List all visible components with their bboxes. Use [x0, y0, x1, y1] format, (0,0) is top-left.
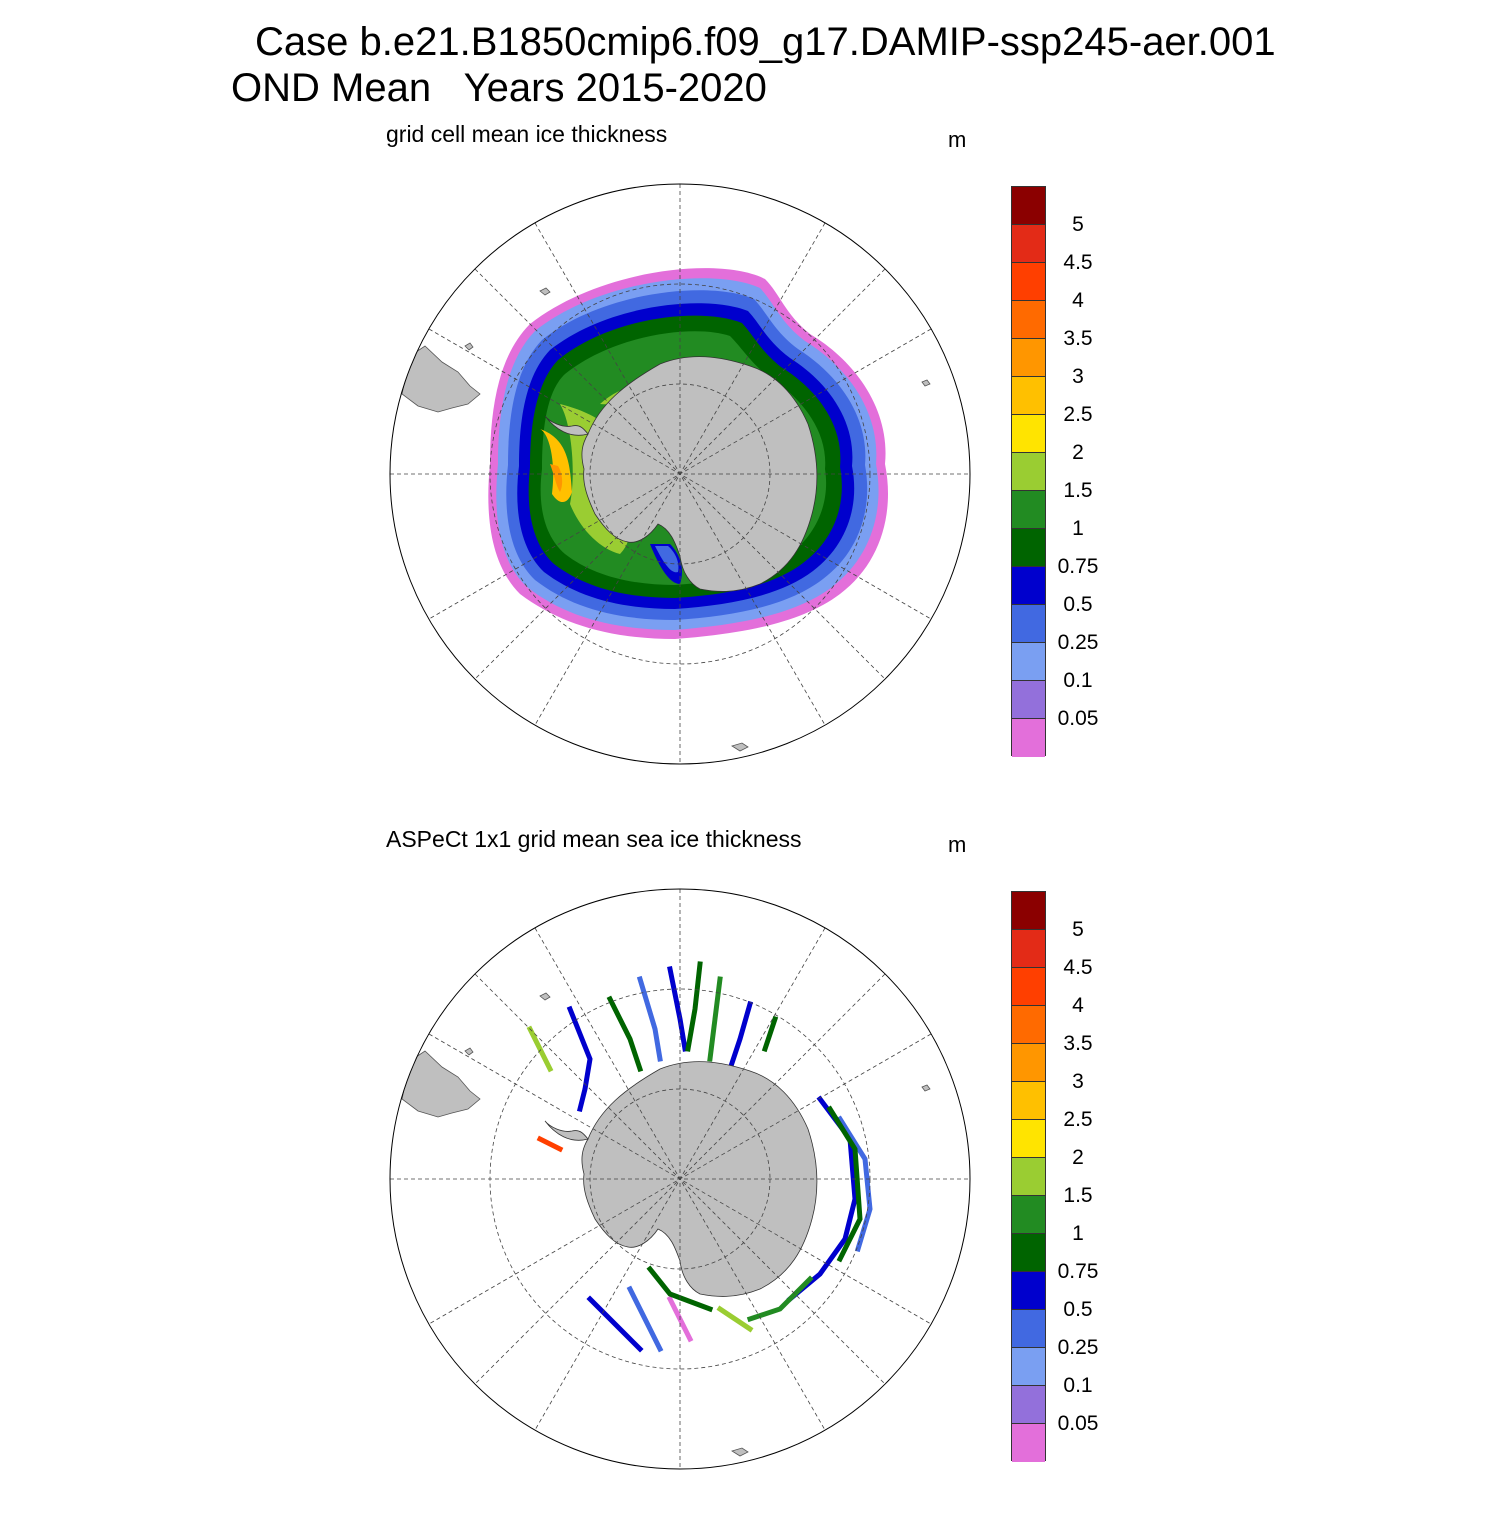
colorbar-box	[1012, 1006, 1045, 1044]
colorbar-box	[1012, 892, 1045, 930]
island	[464, 342, 474, 351]
colorbar-box	[1012, 1082, 1045, 1120]
colorbar-label: 1	[1072, 1222, 1084, 1245]
colorbar-box	[1012, 1386, 1045, 1424]
colorbar-box	[1012, 1120, 1045, 1158]
panel-title: ASPeCt 1x1 grid mean sea ice thickness	[386, 826, 802, 852]
unit-label: m	[948, 832, 967, 857]
map-boundary	[389, 888, 971, 1470]
observed-thickness-panel: ASPeCt 1x1 grid mean sea ice thickness m	[0, 815, 1500, 1520]
south-america-landmass	[401, 1050, 481, 1118]
colorbar-label: 0.1	[1063, 669, 1093, 692]
colorbar-label: 0.05	[1057, 707, 1099, 730]
colorbar-box	[1012, 1234, 1045, 1272]
colorbar-label: 4	[1072, 994, 1084, 1017]
colorbar-label: 3.5	[1063, 1032, 1093, 1055]
colorbar-box	[1012, 567, 1045, 605]
colorbar-box	[1012, 187, 1045, 225]
colorbar-label: 3	[1072, 365, 1084, 388]
colorbar-label: 2.5	[1063, 1108, 1093, 1131]
colorbar-label: 0.75	[1057, 555, 1099, 578]
colorbar-box	[1012, 339, 1045, 377]
colorbar-label: 4.5	[1063, 251, 1093, 274]
colorbar-label: 2	[1072, 1146, 1084, 1169]
colorbar-label: 1.5	[1063, 1184, 1093, 1207]
colorbar-label: 0.25	[1057, 1336, 1099, 1359]
colorbar-label: 0.1	[1063, 1374, 1093, 1397]
colorbar-label: 0.25	[1057, 631, 1099, 654]
map-boundary	[389, 183, 971, 765]
figure-title-line-2: OND Mean Years 2015-2020	[231, 66, 767, 110]
colorbar-label: 3.5	[1063, 327, 1093, 350]
island	[731, 1447, 749, 1457]
colorbar-label: 0.05	[1057, 1412, 1099, 1435]
colorbar-label: 5	[1072, 213, 1084, 236]
island	[539, 992, 551, 1001]
colorbar-label: 1	[1072, 517, 1084, 540]
colorbar-box	[1012, 453, 1045, 491]
colorbar-box	[1012, 491, 1045, 529]
colorbar-label: 2	[1072, 441, 1084, 464]
colorbar-box	[1012, 529, 1045, 567]
colorbar-label: 0.5	[1063, 1298, 1093, 1321]
colorbar-box	[1012, 1424, 1045, 1462]
graticule	[390, 889, 970, 1469]
island	[539, 287, 551, 296]
antarctic-peninsula	[544, 415, 589, 436]
graticule	[390, 184, 970, 764]
colorbar-box	[1012, 643, 1045, 681]
colorbar-label: 0.5	[1063, 593, 1093, 616]
colorbar-box	[1012, 1158, 1045, 1196]
colorbar-label: 3	[1072, 1070, 1084, 1093]
colorbar-label: 4.5	[1063, 956, 1093, 979]
colorbar-box	[1012, 1348, 1045, 1386]
colorbar-box	[1012, 1310, 1045, 1348]
colorbar	[1011, 186, 1046, 757]
colorbar-label: 0.75	[1057, 1260, 1099, 1283]
colorbar-box	[1012, 1196, 1045, 1234]
unit-label: m	[948, 127, 967, 152]
colorbar-box	[1012, 263, 1045, 301]
colorbar-box	[1012, 681, 1045, 719]
colorbar-box	[1012, 225, 1045, 263]
island	[731, 742, 749, 752]
colorbar-box	[1012, 1272, 1045, 1310]
colorbar-box	[1012, 930, 1045, 968]
polar-stereographic-map	[389, 183, 971, 765]
colorbar-labels: 5 4.5 4 3.5 3 2.5 2 1.5 1 0.75 0.5 0.25 0.1 0.05	[1048, 891, 1108, 1461]
colorbar-label: 2.5	[1063, 403, 1093, 426]
island	[921, 379, 931, 387]
model-thickness-panel: grid cell mean ice thickness m	[0, 110, 1500, 815]
polar-stereographic-map	[389, 888, 971, 1470]
colorbar-box	[1012, 377, 1045, 415]
colorbar-box	[1012, 605, 1045, 643]
island	[464, 1047, 474, 1056]
colorbar-box	[1012, 719, 1045, 757]
colorbar-box	[1012, 301, 1045, 339]
colorbar-label: 5	[1072, 918, 1084, 941]
colorbar-box	[1012, 968, 1045, 1006]
island	[921, 1084, 931, 1092]
antarctic-peninsula	[544, 1120, 589, 1141]
colorbar-label: 4	[1072, 289, 1084, 312]
colorbar-label: 1.5	[1063, 479, 1093, 502]
panel-title: grid cell mean ice thickness	[386, 121, 668, 147]
colorbar-box	[1012, 415, 1045, 453]
colorbar-box	[1012, 1044, 1045, 1082]
figure-title-line-1: Case b.e21.B1850cmip6.f09_g17.DAMIP-ssp2…	[255, 20, 1276, 64]
colorbar-labels: 5 4.5 4 3.5 3 2.5 2 1.5 1 0.75 0.5 0.25 0.1 0.05	[1048, 186, 1108, 756]
colorbar	[1011, 891, 1046, 1462]
south-america-landmass	[401, 345, 481, 413]
